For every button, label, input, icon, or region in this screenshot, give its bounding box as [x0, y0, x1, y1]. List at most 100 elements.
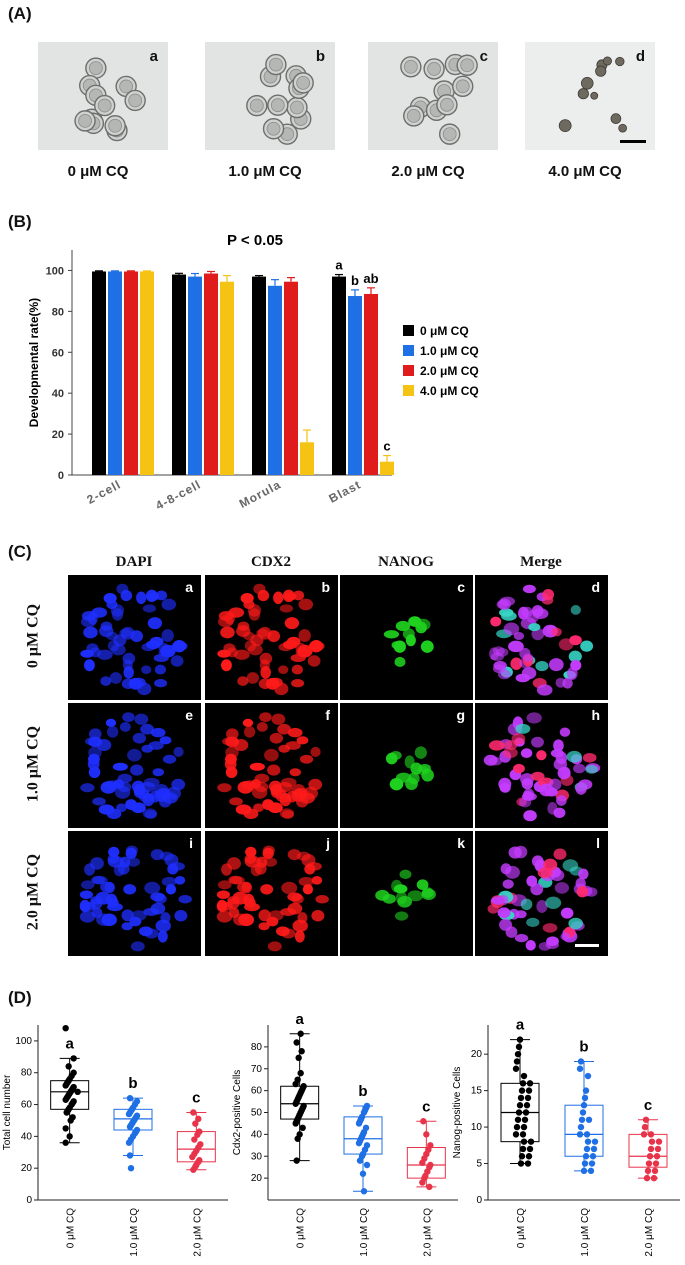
- image-letter: a: [185, 579, 193, 595]
- nucleus: [511, 733, 526, 745]
- x-tick-label: 0 μM CQ: [296, 1208, 307, 1248]
- data-point: [517, 1160, 525, 1167]
- data-point: [583, 1131, 591, 1138]
- data-point: [516, 1102, 524, 1109]
- legend-label: 4.0 μM CQ: [420, 384, 479, 398]
- nucleus: [225, 746, 239, 759]
- micrograph-caption: 1.0 μM CQ: [228, 163, 302, 180]
- nucleus: [131, 910, 147, 921]
- nucleus: [141, 642, 156, 652]
- embryo: [456, 54, 478, 76]
- nucleus: [142, 604, 157, 613]
- nucleus: [174, 909, 188, 922]
- micrograph-letter: d: [635, 48, 645, 65]
- nucleus: [310, 746, 321, 758]
- degenerated-embryo: [558, 119, 572, 133]
- nucleus: [80, 783, 95, 793]
- x-tick-label: 1.0 μM CQ: [359, 1208, 370, 1257]
- x-tick-label: 2.0 μM CQ: [422, 1208, 433, 1257]
- nucleus: [513, 631, 525, 641]
- data-point: [524, 1094, 532, 1102]
- x-tick-label: 2-cell: [84, 477, 123, 507]
- nucleus: [298, 876, 314, 887]
- nucleus: [260, 665, 271, 679]
- nucleus: [308, 641, 325, 651]
- nucleus: [258, 909, 271, 922]
- data-point: [62, 1139, 69, 1146]
- nucleus: [216, 899, 228, 913]
- nucleus: [217, 880, 232, 890]
- data-point: [515, 1043, 523, 1051]
- data-point: [70, 1055, 77, 1062]
- y-tick-label: 0: [26, 1195, 32, 1206]
- bar: [140, 271, 154, 475]
- nucleus: [143, 777, 160, 788]
- nucleus: [570, 659, 582, 671]
- data-point: [516, 1036, 524, 1043]
- nucleus: [143, 907, 160, 916]
- significance-letter: a: [295, 1011, 304, 1028]
- channel-header: Merge: [520, 554, 562, 570]
- nucleus: [96, 913, 112, 926]
- nucleus: [174, 875, 186, 885]
- channel-header: DAPI: [115, 554, 153, 570]
- nucleus: [521, 792, 537, 801]
- nucleus: [375, 889, 390, 901]
- nucleus: [528, 623, 541, 632]
- nucleus: [496, 599, 509, 609]
- nucleus: [568, 917, 583, 930]
- nucleus: [291, 679, 305, 688]
- image-letter: e: [185, 707, 193, 723]
- nucleus: [281, 881, 298, 895]
- nucleus: [277, 723, 292, 735]
- nucleus: [144, 881, 161, 895]
- embryo: [262, 118, 285, 140]
- nucleus: [157, 930, 168, 943]
- data-point: [640, 1131, 648, 1138]
- embryo-core: [119, 79, 134, 94]
- nucleus: [295, 648, 312, 657]
- nucleus: [274, 682, 289, 696]
- y-tick-label: 5: [476, 1159, 482, 1170]
- embryo-core: [290, 100, 304, 115]
- embryo: [93, 94, 116, 117]
- nucleus: [556, 795, 567, 806]
- bar: [380, 461, 394, 475]
- nucleus: [178, 894, 192, 904]
- nucleus: [105, 718, 117, 728]
- significance-letter: b: [351, 273, 359, 288]
- data-point: [419, 1179, 426, 1186]
- nucleus: [514, 934, 529, 943]
- micrograph-caption: 4.0 μM CQ: [548, 163, 622, 180]
- embryo: [246, 94, 268, 117]
- row-label: 0 μM CQ: [24, 603, 42, 669]
- embryo-core: [128, 93, 143, 108]
- data-point: [519, 1145, 527, 1153]
- nucleus: [243, 893, 255, 907]
- data-point: [648, 1138, 656, 1145]
- embryo-cluster-c: [400, 53, 478, 145]
- image-letter: j: [326, 835, 330, 851]
- data-point: [126, 1094, 134, 1102]
- data-point: [65, 1063, 72, 1070]
- nucleus: [280, 907, 297, 916]
- bar: [124, 271, 138, 475]
- nucleus: [490, 616, 502, 627]
- nucleus: [227, 896, 240, 905]
- data-point: [297, 1030, 304, 1037]
- data-point: [584, 1138, 592, 1145]
- data-point: [580, 1167, 588, 1175]
- nucleus: [488, 740, 505, 751]
- nucleus: [100, 881, 115, 893]
- significance-letter: c: [192, 1090, 200, 1107]
- nucleus: [92, 797, 106, 806]
- data-point: [654, 1145, 662, 1153]
- nucleus: [83, 626, 98, 639]
- data-point: [527, 1138, 535, 1145]
- nucleus: [394, 656, 406, 668]
- nucleus: [542, 923, 558, 933]
- data-point: [647, 1145, 655, 1153]
- nucleus: [237, 881, 252, 893]
- data-point: [294, 1135, 301, 1142]
